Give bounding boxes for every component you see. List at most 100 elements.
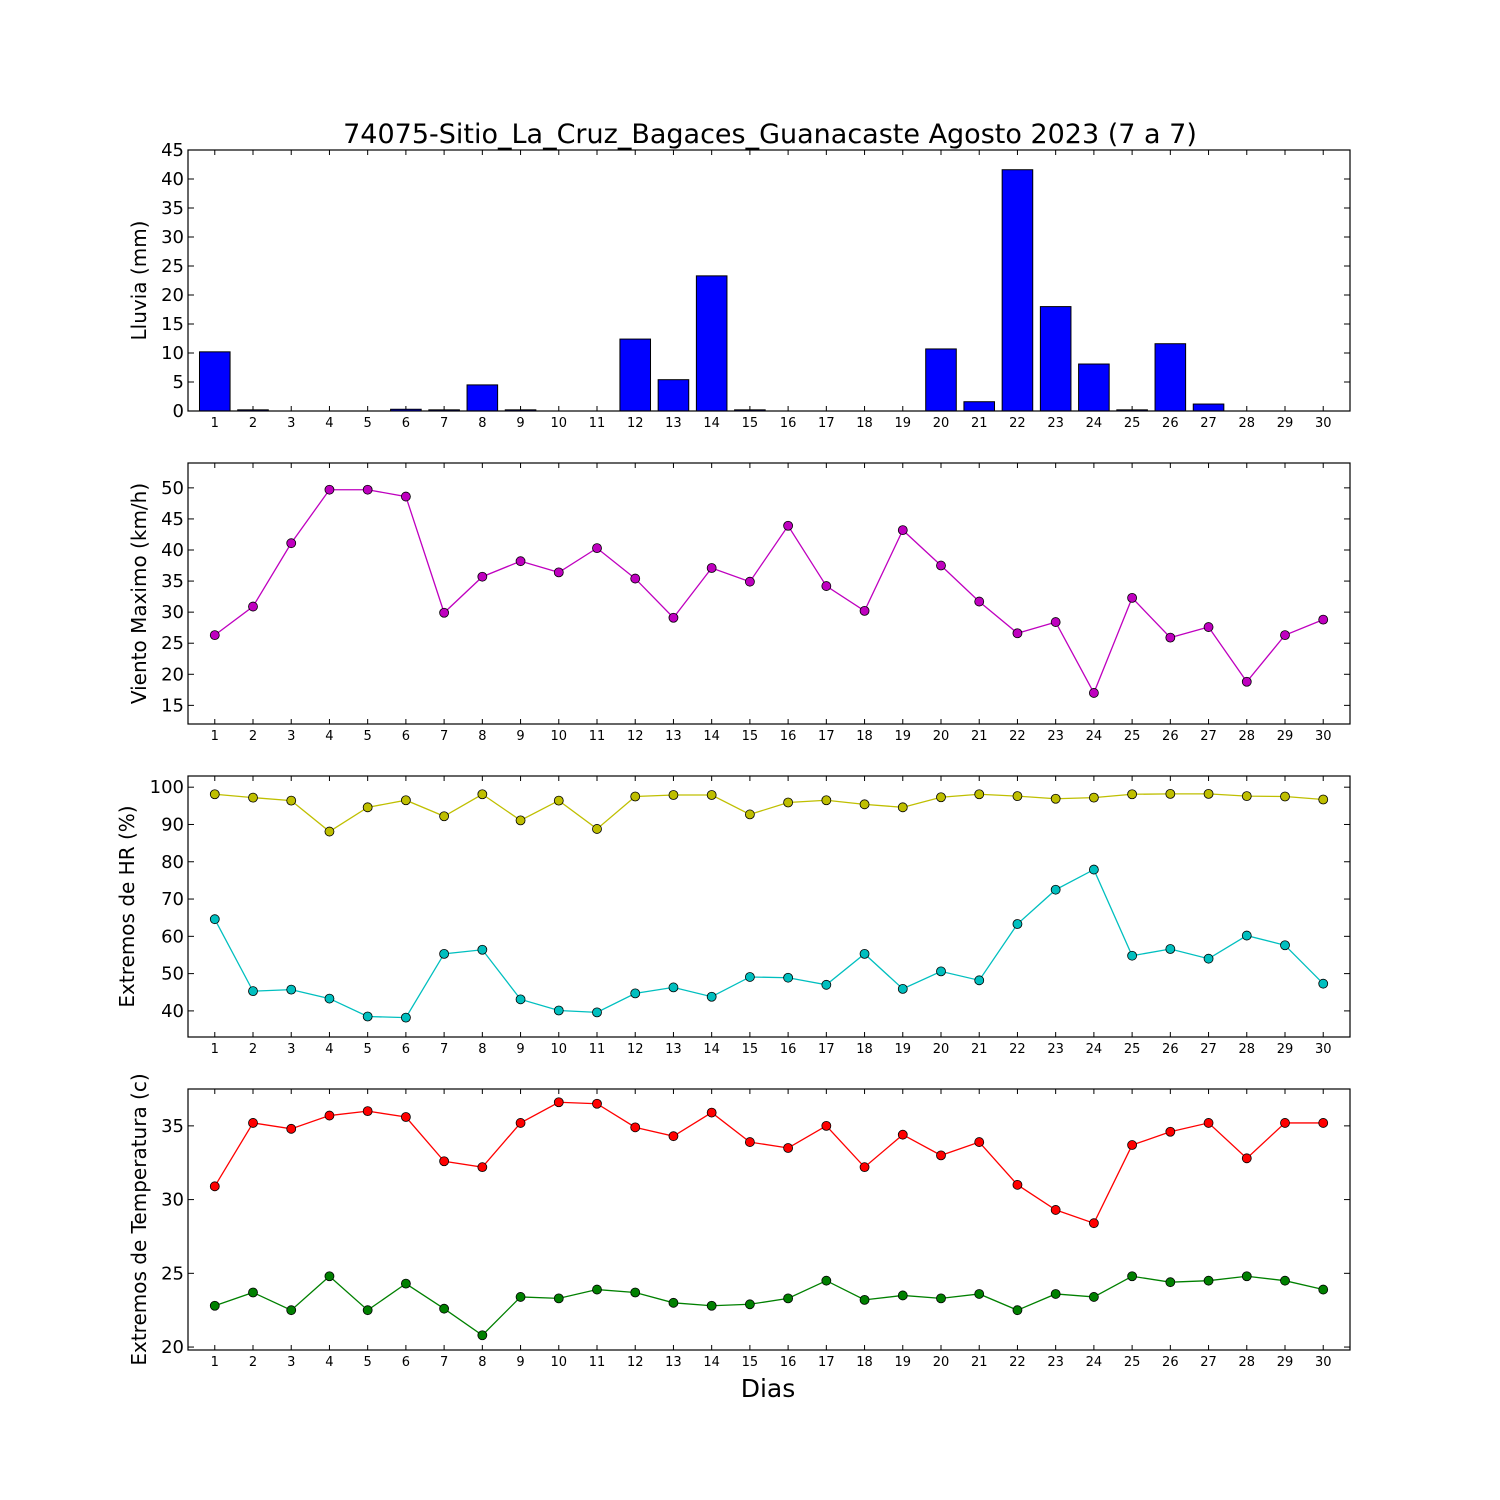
data-point (897, 1290, 908, 1301)
data-point (783, 1293, 794, 1304)
data-point (821, 979, 832, 990)
data-point (592, 1284, 602, 1295)
x-tick-label: 8 (478, 729, 486, 744)
y-tick-label: 15 (161, 314, 184, 335)
x-tick-label: 17 (818, 1042, 835, 1057)
x-tick-label: 13 (665, 1355, 682, 1370)
data-point (477, 1330, 488, 1341)
data-point (974, 789, 985, 800)
y-tick-label: 35 (161, 1116, 184, 1137)
data-point (477, 789, 488, 800)
x-tick-label: 13 (665, 416, 682, 431)
data-point (1203, 1275, 1214, 1286)
data-point (439, 1156, 450, 1167)
data-point (1165, 788, 1176, 799)
x-tick-label: 19 (895, 1355, 912, 1370)
x-tick-label: 24 (1086, 729, 1103, 744)
data-point (630, 791, 641, 802)
y-tick-label: 15 (161, 695, 184, 716)
data-point (400, 1278, 411, 1289)
data-point (1127, 592, 1138, 603)
data-point (553, 1005, 564, 1016)
data-point (1203, 622, 1214, 632)
x-tick-label: 21 (971, 729, 988, 744)
x-tick-label: 26 (1162, 729, 1179, 744)
axes-frame (187, 775, 1351, 1038)
bar (1001, 169, 1034, 412)
bar (198, 351, 231, 412)
y-tick-label: 80 (161, 852, 184, 873)
x-tick-label: 16 (780, 1042, 797, 1057)
data-point (515, 1118, 526, 1128)
data-point (783, 797, 794, 808)
x-tick-label: 8 (478, 1355, 486, 1370)
data-point (1127, 950, 1138, 961)
data-point (477, 571, 488, 582)
bar (925, 348, 957, 412)
x-tick-label: 14 (703, 1355, 720, 1370)
data-point (209, 789, 220, 800)
figure-title: 74075-Sitio_La_Cruz_Bagaces_Guanacaste A… (343, 119, 1197, 150)
data-point (1050, 793, 1061, 804)
data-point (286, 984, 297, 995)
x-tick-label: 18 (856, 1355, 873, 1370)
data-point (1088, 688, 1099, 698)
data-point (630, 988, 641, 999)
x-tick-label: 2 (249, 416, 257, 431)
series-line (214, 793, 1324, 833)
data-point (515, 994, 526, 1005)
data-point (324, 993, 335, 1004)
data-point (248, 1118, 258, 1128)
data-point (1280, 630, 1290, 641)
x-tick-label: 11 (589, 416, 606, 431)
data-point (400, 795, 411, 806)
data-point (209, 1181, 220, 1192)
data-point (400, 1012, 411, 1023)
y-tick-label: 90 (161, 814, 184, 835)
data-point (744, 972, 755, 982)
y-tick-label: 30 (161, 227, 184, 248)
data-point (1127, 1140, 1138, 1150)
x-tick-label: 6 (402, 1355, 410, 1370)
data-point (668, 1131, 679, 1142)
y-axis-label: Lluvia (mm) (127, 221, 151, 341)
data-point (1165, 1126, 1176, 1137)
data-point (1241, 676, 1252, 687)
x-tick-label: 11 (589, 1355, 606, 1370)
data-point (1241, 1153, 1252, 1164)
series-line (214, 489, 1324, 695)
data-point (1165, 944, 1176, 954)
bar (657, 379, 690, 412)
data-point (897, 802, 908, 813)
x-tick-label: 23 (1047, 1042, 1064, 1057)
x-tick-label: 3 (287, 1042, 295, 1057)
x-tick-label: 21 (971, 1355, 988, 1370)
x-tick-label: 11 (589, 729, 606, 744)
data-point (362, 484, 373, 495)
x-tick-label: 20 (933, 1042, 950, 1057)
x-tick-label: 4 (325, 1042, 333, 1057)
x-tick-label: 6 (402, 416, 410, 431)
data-point (439, 948, 450, 959)
y-tick-label: 40 (161, 1001, 184, 1022)
data-point (1088, 792, 1099, 803)
data-point (324, 484, 335, 495)
y-tick-label: 0 (173, 401, 184, 422)
x-tick-label: 14 (703, 729, 720, 744)
data-point (821, 581, 832, 591)
x-tick-label: 25 (1124, 729, 1141, 744)
data-point (783, 520, 794, 531)
data-point (706, 1300, 717, 1311)
bar (619, 338, 652, 412)
series-line (214, 868, 1324, 1019)
x-tick-label: 11 (589, 1042, 606, 1057)
x-tick-label: 15 (742, 729, 759, 744)
data-point (362, 802, 373, 813)
data-point (362, 1305, 373, 1316)
x-tick-label: 23 (1047, 416, 1064, 431)
data-point (515, 815, 526, 826)
bar (963, 401, 996, 412)
data-point (439, 607, 450, 618)
bar (466, 384, 499, 412)
x-tick-label: 7 (440, 1355, 448, 1370)
